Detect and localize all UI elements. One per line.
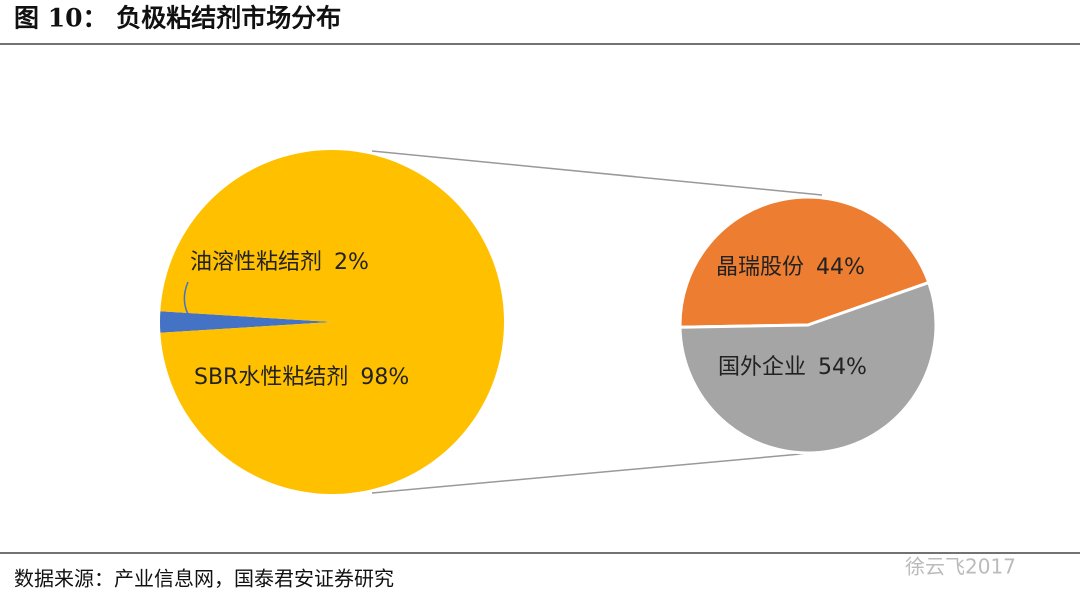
slice-name: 国外企业: [718, 355, 806, 380]
slice-name: 晶瑞股份: [716, 255, 804, 280]
slice-label: 晶瑞股份 44%: [716, 255, 865, 280]
slice-value: 54%: [818, 355, 867, 380]
connector-line: [371, 452, 813, 494]
pie-slice: [678, 280, 938, 455]
slice-name: SBR水性粘结剂: [194, 365, 348, 390]
slice-label: 油溶性粘结剂 2%: [190, 250, 369, 275]
watermark: 徐云飞2017: [905, 555, 1016, 579]
leader-line: [183, 281, 191, 319]
source-note: 数据来源：产业信息网，国泰君安证券研究: [14, 567, 394, 591]
pie-slice: [160, 311, 332, 333]
pie-slice: [678, 195, 931, 329]
slice-label: SBR水性粘结剂 98%: [194, 365, 409, 390]
slice-value: 98%: [360, 365, 409, 390]
slice-name: 油溶性粘结剂: [190, 250, 322, 275]
pie-slice: [160, 150, 504, 494]
slice-value: 2%: [334, 250, 369, 275]
page-title: 图 10： 负极粘结剂市场分布: [14, 4, 341, 33]
slice-label: 国外企业 54%: [718, 355, 867, 380]
slice-value: 44%: [816, 255, 865, 280]
connector-line: [371, 150, 823, 196]
